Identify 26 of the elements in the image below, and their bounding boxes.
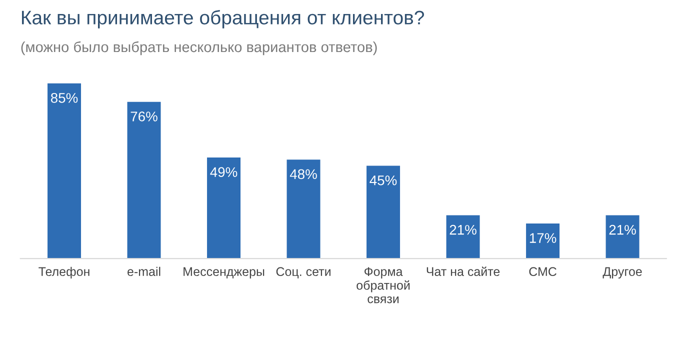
data-label: 49% — [210, 167, 238, 178]
bar — [446, 215, 480, 259]
data-label: 17% — [530, 233, 556, 243]
bar — [606, 215, 640, 259]
x-tick-label: Форма обратной связи — [356, 267, 410, 304]
data-label: 21% — [609, 224, 636, 235]
x-tick-label: Соц. сети — [276, 267, 330, 278]
data-label: 48% — [290, 169, 317, 180]
chart-title: Как вы принимаете обращения от клиентов? — [22, 10, 424, 28]
x-tick-label: Чат на сайте — [426, 266, 500, 276]
bar — [286, 160, 320, 259]
x-tick-label: e-mail — [128, 266, 160, 276]
bar — [207, 158, 241, 259]
x-tick-label: Другое — [602, 267, 642, 278]
x-tick-label: Мессенджеры — [184, 267, 264, 278]
chart-subtitle: (можно было выбрать несколько вариантов ответов) — [21, 41, 377, 56]
bar — [127, 102, 161, 259]
data-label: 85% — [50, 93, 78, 103]
bar — [366, 166, 400, 259]
bar — [48, 83, 82, 259]
x-tick-label: Телефон — [38, 266, 90, 278]
data-label: 76% — [130, 112, 158, 122]
data-label: 45% — [370, 175, 397, 186]
x-tick-label: СМС — [529, 267, 556, 276]
bar — [526, 223, 560, 259]
data-label: 21% — [450, 224, 476, 235]
